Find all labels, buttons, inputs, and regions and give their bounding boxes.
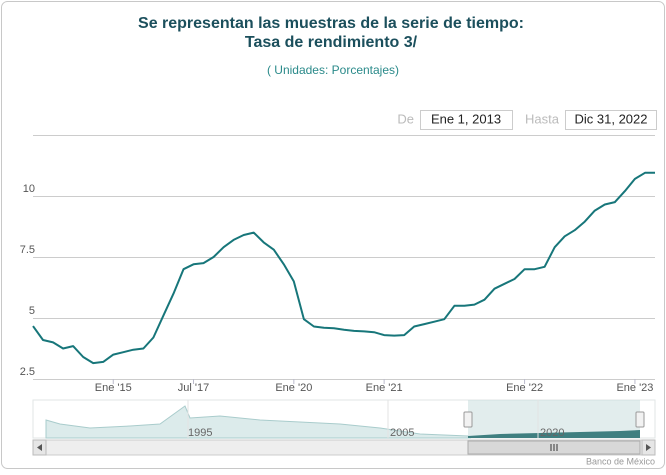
y-tick-label: 5 bbox=[29, 305, 35, 317]
x-tick-label: Ene '21 bbox=[366, 382, 403, 394]
series-line bbox=[32, 171, 655, 365]
range-from: Ene 1, 2013 bbox=[431, 111, 501, 126]
navigator-handle[interactable] bbox=[463, 411, 473, 428]
x-tick-label: Ene '15 bbox=[95, 382, 132, 394]
y-tick-label: 7.5 bbox=[20, 244, 35, 256]
navigator-selected bbox=[468, 430, 640, 438]
x-tick-label: Jul '17 bbox=[178, 382, 209, 394]
range-to-label: Hasta bbox=[525, 111, 560, 126]
x-tick-label: Ene '22 bbox=[506, 382, 543, 394]
range-from-input[interactable] bbox=[420, 110, 513, 130]
chart-title-2: Tasa de rendimiento 3/ bbox=[245, 34, 418, 51]
navigator-label: 1995 bbox=[188, 427, 212, 439]
arrow-left bbox=[37, 444, 42, 451]
navigator-handle[interactable] bbox=[635, 411, 645, 428]
arrow-right bbox=[646, 444, 651, 451]
range-from-label: De bbox=[397, 111, 414, 126]
range-to: Dic 31, 2022 bbox=[575, 111, 648, 126]
credit: Banco de México bbox=[586, 456, 655, 466]
x-tick-label: Ene '23 bbox=[616, 382, 653, 394]
chart-subtitle: ( Unidades: Porcentajes) bbox=[267, 63, 399, 77]
navigator-label: 2005 bbox=[390, 427, 414, 439]
scroll-grip bbox=[550, 444, 558, 451]
chart-title: Se representan las muestras de la serie … bbox=[138, 15, 524, 32]
x-tick-label: Ene '20 bbox=[275, 382, 312, 394]
range-to-input[interactable] bbox=[565, 110, 657, 130]
y-tick-label: 10 bbox=[23, 183, 35, 195]
navigator-label: 2020 bbox=[540, 427, 564, 439]
y-tick-label: 2.5 bbox=[20, 366, 35, 378]
